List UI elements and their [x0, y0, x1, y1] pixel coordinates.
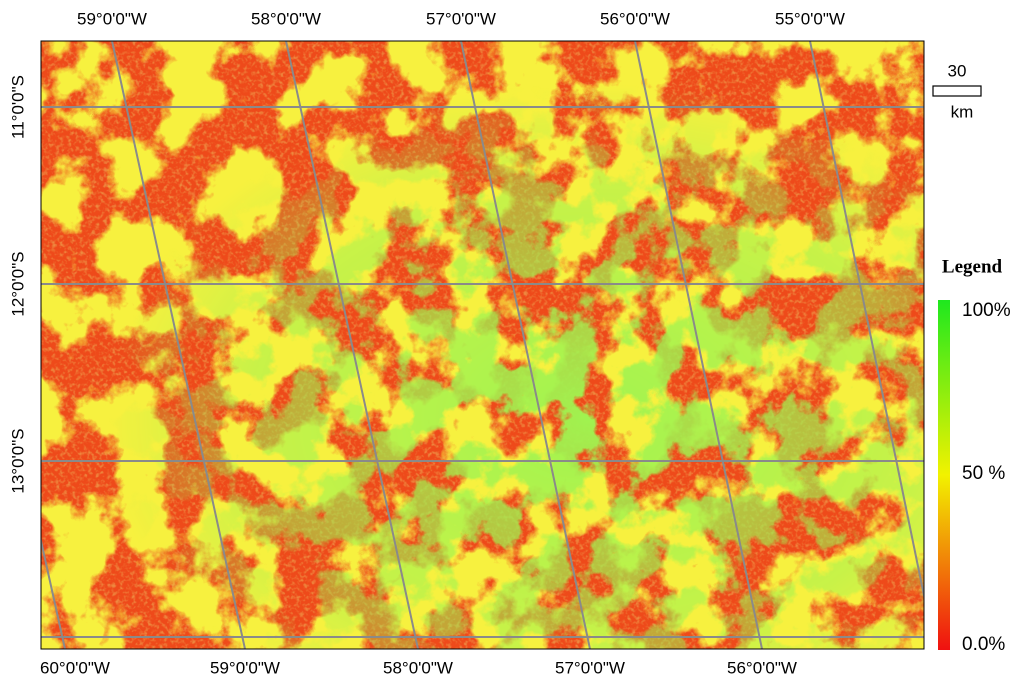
left-labels: 11°0'0"S 12°0'0"S 13°0'0"S: [8, 75, 27, 494]
legend-colorbar: [938, 300, 950, 650]
scale-bar: 30 km: [932, 61, 982, 121]
lon-label: 57°0'0"W: [426, 9, 496, 28]
scale-unit: km: [951, 102, 974, 121]
bottom-labels: 60°0'0"W 59°0'0"W 58°0'0"W 57°0'0"W 56°0…: [40, 658, 797, 677]
lon-label: 57°0'0"W: [555, 658, 625, 677]
lon-label: 56°0'0"W: [600, 9, 670, 28]
scale-value: 30: [948, 61, 967, 80]
legend-label: 0.0%: [962, 634, 1005, 655]
lon-label: 56°0'0"W: [727, 658, 797, 677]
scale-rect: [932, 85, 982, 97]
lon-label: 55°0'0"W: [775, 9, 845, 28]
lon-label: 60°0'0"W: [40, 658, 110, 677]
legend-label: 100%: [962, 300, 1011, 321]
lon-label: 59°0'0"W: [210, 658, 280, 677]
lon-label: 58°0'0"W: [251, 9, 321, 28]
graticule: [41, 41, 924, 649]
top-labels: 59°0'0"W 58°0'0"W 57°0'0"W 56°0'0"W 55°0…: [77, 9, 845, 28]
lon-label: 59°0'0"W: [77, 9, 147, 28]
legend-title: Legend: [942, 256, 1003, 277]
legend: Legend 100% 50 % 0.0%: [938, 256, 1011, 655]
lat-label: 12°0'0"S: [8, 251, 27, 316]
lat-label: 11°0'0"S: [8, 75, 27, 139]
lat-label: 13°0'0"S: [8, 428, 27, 493]
lon-label: 58°0'0"W: [383, 658, 453, 677]
raster: [41, 41, 924, 649]
legend-label: 50 %: [962, 463, 1005, 484]
map-frame: [40, 40, 925, 650]
